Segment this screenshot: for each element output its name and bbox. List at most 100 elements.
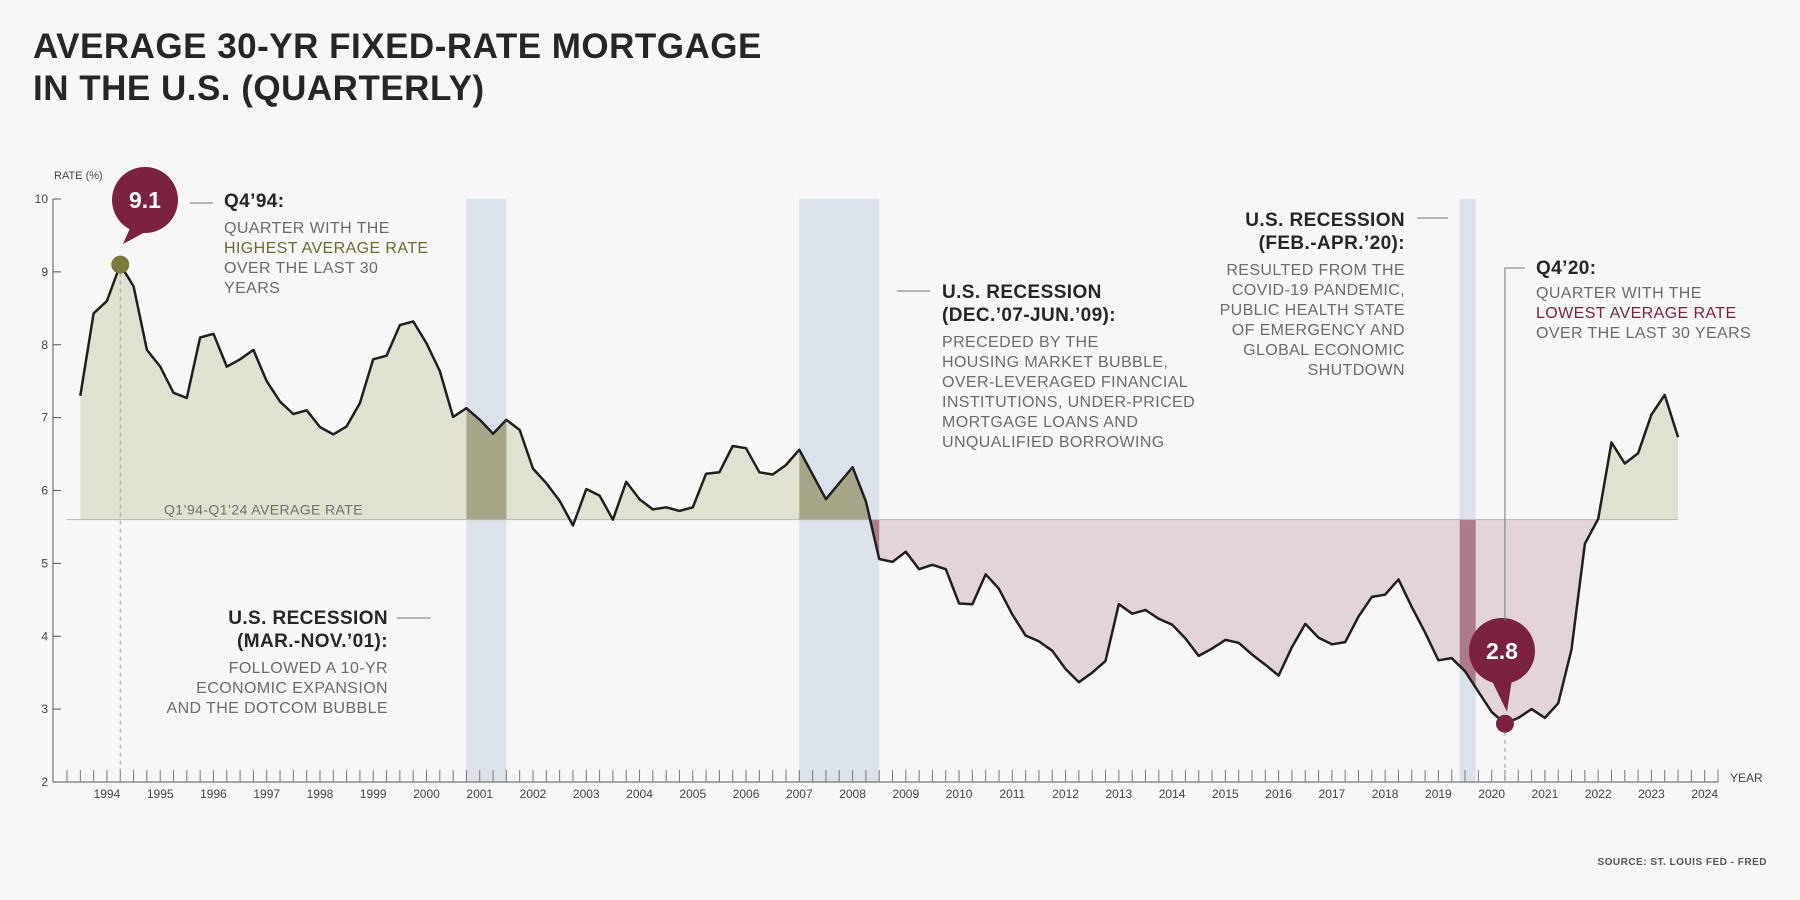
x-tick-label: 2001 — [466, 787, 493, 801]
x-tick-label: 2014 — [1159, 787, 1186, 801]
x-tick-label: 1997 — [253, 787, 280, 801]
area-below-average — [569, 519, 1598, 724]
x-tick-label: 2023 — [1638, 787, 1665, 801]
highest-bubble — [112, 167, 178, 233]
annotation-lowest-body-highlight: LOWEST AVERAGE RATE — [1536, 305, 1737, 322]
recession-2001-body-line: AND THE DOTCOM BUBBLE — [166, 700, 388, 717]
annotation-lowest-body-post: OVER THE LAST 30 YEARS — [1536, 325, 1752, 342]
title-line-2: IN THE U.S. (QUARTERLY) — [33, 69, 485, 108]
annotation-recession-2001: U.S. RECESSION (MAR.-NOV.’01): FOLLOWED … — [118, 607, 388, 719]
recession-2008-body-line: MORTGAGE LOANS AND — [942, 414, 1139, 431]
x-tick-label: 2003 — [573, 787, 600, 801]
recession-2008-head-2: (DEC.’07-JUN.’09): — [942, 305, 1117, 326]
x-tick-label: 2015 — [1212, 787, 1239, 801]
x-tick-label: 2000 — [413, 787, 440, 801]
recession-2008-body-line: PRECEDED BY THE — [942, 334, 1099, 351]
annotation-highest-body-highlight: HIGHEST AVERAGE RATE — [224, 240, 429, 257]
annotation-highest: Q4’94: QUARTER WITH THE HIGHEST AVERAGE … — [224, 190, 434, 299]
recession-2020-body-line: GLOBAL ECONOMIC — [1243, 342, 1405, 359]
recession-2020-head-1: U.S. RECESSION — [1245, 210, 1405, 231]
source-note: SOURCE: ST. LOUIS FED - FRED — [1597, 857, 1767, 868]
x-tick-label: 2020 — [1478, 787, 1505, 801]
y-tick-label: 6 — [41, 484, 48, 498]
recession-overlap — [466, 408, 507, 520]
x-axis-label: YEAR — [1730, 771, 1763, 785]
x-tick-label: 1995 — [147, 787, 174, 801]
recession-2008-body-line: INSTITUTIONS, UNDER-PRICED — [942, 394, 1196, 411]
annotation-lowest-body: QUARTER WITH THE LOWEST AVERAGE RATE OVE… — [1536, 284, 1776, 344]
annotation-recession-2008: U.S. RECESSION (DEC.’07-JUN.’09): PRECED… — [942, 281, 1232, 453]
annotation-highest-body-pre: QUARTER WITH THE — [224, 220, 390, 237]
recession-overlap-below — [870, 519, 880, 560]
lowest-point-marker — [1495, 714, 1514, 733]
rate-line — [79, 263, 1680, 725]
annotation-highest-head: Q4’94: — [224, 191, 285, 212]
x-tick-label: 2005 — [679, 787, 706, 801]
recession-2008-head-1: U.S. RECESSION — [942, 282, 1102, 303]
annotation-recession-2020: U.S. RECESSION (FEB.-APR.’20): RESULTED … — [1140, 209, 1405, 381]
y-tick-label: 8 — [41, 338, 48, 352]
recession-2020-body-line: SHUTDOWN — [1307, 362, 1405, 379]
annotation-lowest-body-pre: QUARTER WITH THE — [1536, 285, 1702, 302]
x-tick-label: 2010 — [946, 787, 973, 801]
recession-2020-head-2: (FEB.-APR.’20): — [1258, 233, 1405, 254]
recession-2001-body-line: FOLLOWED A 10-YR — [228, 660, 388, 677]
y-tick-label: 2 — [41, 775, 48, 789]
recession-2001-body: FOLLOWED A 10-YR ECONOMIC EXPANSION AND … — [118, 659, 388, 719]
lowest-leader — [1504, 267, 1525, 621]
x-tick-label: 2004 — [626, 787, 653, 801]
recession-2008-body-line: UNQUALIFIED BORROWING — [942, 434, 1165, 451]
chart-title: AVERAGE 30-YR FIXED-RATE MORTGAGE IN THE… — [33, 26, 762, 110]
recession-band — [1459, 199, 1476, 782]
recession-2020-body-line: PUBLIC HEALTH STATE — [1219, 302, 1405, 319]
highest-bubble-label: 9.1 — [129, 187, 161, 213]
x-tick-label: 2007 — [786, 787, 813, 801]
x-tick-label: 2011 — [999, 787, 1025, 801]
x-tick-label: 2012 — [1052, 787, 1079, 801]
y-tick-label: 4 — [41, 629, 48, 643]
recession-2008-body: PRECEDED BY THE HOUSING MARKET BUBBLE, O… — [942, 333, 1232, 453]
title-line-1: AVERAGE 30-YR FIXED-RATE MORTGAGE — [33, 27, 762, 66]
y-tick-label: 5 — [41, 556, 48, 570]
highest-point-marker — [111, 255, 130, 274]
recession-2001-body-line: ECONOMIC EXPANSION — [196, 680, 388, 697]
x-tick-label: 2016 — [1265, 787, 1292, 801]
recession-2020-body-line: OF EMERGENCY AND — [1231, 322, 1405, 339]
lowest-bubble-tail — [1490, 677, 1512, 712]
x-tick-label: 1996 — [200, 787, 227, 801]
y-tick-label: 10 — [35, 192, 49, 206]
x-tick-label: 1999 — [360, 787, 387, 801]
x-tick-label: 2002 — [520, 787, 547, 801]
x-tick-label: 1994 — [94, 787, 121, 801]
x-tick-label: 2022 — [1585, 787, 1612, 801]
recession-2020-body-line: RESULTED FROM THE — [1226, 262, 1405, 279]
x-tick-label: 2009 — [892, 787, 919, 801]
x-tick-label: 2017 — [1319, 787, 1346, 801]
annotation-highest-body-post: OVER THE LAST 30 YEARS — [224, 260, 379, 297]
x-tick-label: 1998 — [307, 787, 334, 801]
x-tick-label: 2013 — [1105, 787, 1132, 801]
recession-overlap-above — [466, 408, 507, 520]
lowest-bubble-label: 2.8 — [1486, 638, 1518, 664]
x-tick-label: 2006 — [733, 787, 760, 801]
recession-2001-head-2: (MAR.-NOV.’01): — [237, 631, 388, 652]
y-tick-label: 7 — [41, 411, 48, 425]
x-tick-label: 2024 — [1691, 787, 1718, 801]
average-rate-label: Q1’94-Q1’24 AVERAGE RATE — [164, 502, 363, 518]
recession-2008-body-line: OVER-LEVERAGED FINANCIAL — [942, 374, 1189, 391]
annotation-lowest: Q4’20: QUARTER WITH THE LOWEST AVERAGE R… — [1536, 257, 1776, 344]
x-tick-label: 2018 — [1372, 787, 1399, 801]
recession-2008-body-line: HOUSING MARKET BUBBLE, — [942, 354, 1169, 371]
y-axis-label: RATE (%) — [54, 170, 103, 182]
recession-2020-body: RESULTED FROM THE COVID-19 PANDEMIC, PUB… — [1140, 261, 1405, 381]
y-tick-label: 9 — [41, 265, 48, 279]
x-tick-label: 2019 — [1425, 787, 1452, 801]
annotation-lowest-head: Q4’20: — [1536, 258, 1597, 279]
recession-2001-head-1: U.S. RECESSION — [228, 608, 388, 629]
annotation-highest-body: QUARTER WITH THE HIGHEST AVERAGE RATE OV… — [224, 219, 434, 299]
y-tick-label: 3 — [41, 702, 48, 716]
x-tick-label: 2021 — [1532, 787, 1559, 801]
lowest-bubble — [1469, 618, 1535, 684]
recession-2020-body-line: COVID-19 PANDEMIC, — [1231, 282, 1405, 299]
